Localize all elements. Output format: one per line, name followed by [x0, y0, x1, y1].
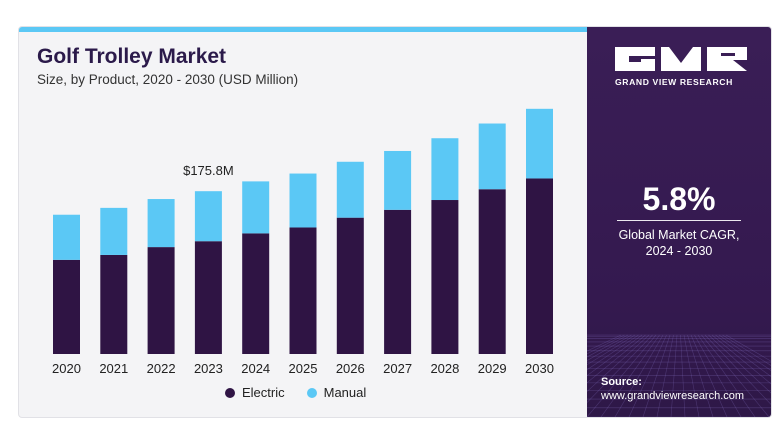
logo-text: GRAND VIEW RESEARCH — [615, 77, 733, 87]
grid-line — [628, 334, 667, 417]
side-panel: GRAND VIEW RESEARCH 5.8% Global Market C… — [587, 27, 771, 417]
legend-swatch-manual — [306, 387, 317, 398]
bar-electric-2029 — [478, 189, 506, 354]
grid-line — [587, 334, 657, 417]
grid-line — [587, 334, 622, 352]
bar-electric-2023 — [194, 241, 222, 354]
grid-line — [587, 334, 632, 361]
x-tick-label-2026: 2026 — [336, 361, 365, 376]
bar-electric-2027 — [384, 209, 412, 354]
bar-manual-2026 — [336, 161, 364, 218]
cagr-label-line2: 2024 - 2030 — [645, 244, 713, 258]
accent-bar — [19, 27, 587, 32]
decorative-grid — [587, 334, 771, 417]
grid-line — [587, 334, 625, 355]
bar-electric-2025 — [289, 227, 317, 354]
legend-label-electric: Electric — [242, 385, 285, 400]
x-tick-label-2028: 2028 — [430, 361, 459, 376]
bar-manual-2029 — [478, 123, 506, 190]
grid-line — [587, 334, 643, 377]
grid-line — [587, 334, 653, 403]
grid-line — [587, 334, 650, 392]
chart-legend: Electric Manual — [225, 385, 366, 400]
x-tick-label-2022: 2022 — [147, 361, 176, 376]
bar-manual-2023 — [194, 191, 222, 242]
chart-title: Golf Trolley Market — [37, 45, 227, 68]
x-tick-label-2029: 2029 — [478, 361, 507, 376]
bar-electric-2028 — [431, 200, 459, 354]
grid-line — [614, 334, 664, 417]
cagr-divider — [617, 220, 741, 221]
grid-line — [704, 334, 771, 405]
logo-block-g — [615, 47, 655, 71]
logo-mark — [615, 47, 747, 71]
grid-line — [701, 334, 770, 417]
x-tick-label-2024: 2024 — [241, 361, 270, 376]
source-url[interactable]: www.grandviewresearch.com — [601, 390, 745, 402]
x-tick-label-2020: 2020 — [52, 361, 81, 376]
bar-manual-2022 — [147, 199, 175, 248]
grid-line — [725, 334, 771, 362]
grid-line — [687, 334, 714, 417]
grid-line — [587, 334, 639, 371]
bar-electric-2024 — [242, 233, 270, 354]
bar-manual-2021 — [100, 207, 128, 255]
cagr-label-line1: Global Market CAGR, — [618, 228, 740, 242]
x-tick-label-2030: 2030 — [525, 361, 554, 376]
grid-line — [656, 334, 674, 417]
x-tick-label-2021: 2021 — [99, 361, 128, 376]
grid-line — [697, 334, 756, 417]
grid-line — [722, 334, 771, 366]
legend-swatch-electric — [225, 387, 235, 398]
source-note: Source: www.grandviewresearch.com — [601, 375, 744, 403]
grid-line — [708, 334, 771, 394]
bar-manual-2027 — [384, 150, 412, 210]
grid-line — [600, 334, 660, 417]
grid-line — [718, 334, 771, 371]
bar-chart: 2020 2021 2022 2023 2024 2025 2026 2027 2028 2029… — [52, 108, 554, 376]
grid-line — [642, 334, 671, 417]
chart-subtitle: Size, by Product, 2020 - 2030 (USD Milli… — [37, 72, 299, 87]
bar-electric-2021 — [100, 254, 128, 354]
bar-electric-2026 — [336, 217, 364, 354]
grid-line — [694, 334, 742, 417]
bar-manual-2025 — [289, 173, 317, 228]
legend-item-electric: Electric — [225, 385, 285, 400]
brand-logo: GRAND VIEW RESEARCH — [615, 47, 747, 87]
bar-manual-2030 — [526, 108, 553, 179]
grid-line — [680, 334, 686, 417]
grid-line — [711, 334, 771, 385]
bar-manual-2020 — [53, 214, 80, 260]
grid-line — [587, 334, 636, 366]
legend-item-manual: Manual — [306, 385, 367, 400]
infographic-card: Golf Trolley Market Size, by Product, 20… — [18, 26, 772, 418]
logo-block-r — [707, 47, 747, 71]
logo-block-v — [661, 47, 701, 71]
source-label: Source: — [601, 376, 642, 388]
grid-line — [587, 334, 646, 384]
bar-electric-2020 — [53, 259, 80, 354]
x-tick-label-2027: 2027 — [383, 361, 412, 376]
grid-line — [683, 334, 700, 417]
data-label-2023: $175.8M — [183, 163, 234, 178]
x-tick-label-2023: 2023 — [194, 361, 223, 376]
cagr-label: Global Market CAGR, 2024 - 2030 — [587, 227, 771, 259]
x-tick-label-2025: 2025 — [289, 361, 318, 376]
legend-label-manual: Manual — [323, 385, 367, 400]
bar-electric-2030 — [526, 178, 553, 354]
bar-electric-2022 — [147, 247, 175, 354]
bar-manual-2028 — [431, 138, 459, 201]
cagr-value: 5.8% — [642, 181, 716, 217]
grid-line — [587, 334, 629, 358]
bar-manual-2024 — [242, 181, 270, 234]
grid-line — [670, 334, 678, 417]
grid-line — [690, 334, 728, 417]
grid-line — [715, 334, 771, 377]
